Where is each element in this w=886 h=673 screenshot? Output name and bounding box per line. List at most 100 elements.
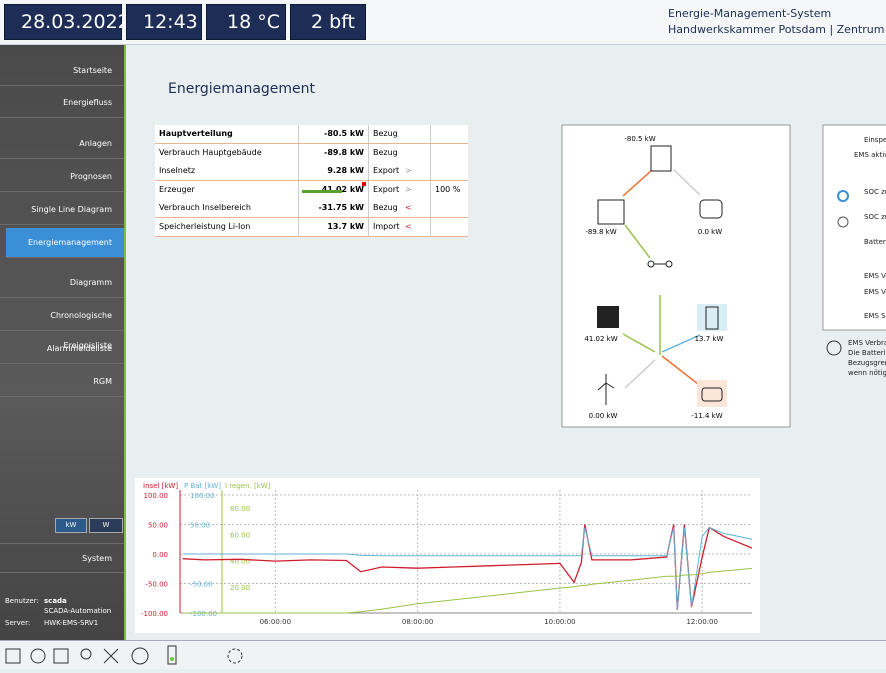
nav-item[interactable]: Alarmmeldeliste [0,334,124,364]
system-button[interactable]: System [0,543,124,573]
user-group: SCADA-Automation [44,607,112,615]
back-icon[interactable] [131,647,149,665]
info-text: EMS Verbra [848,339,886,347]
cell-border [368,199,369,217]
nav-item[interactable]: Startseite [0,56,124,86]
toolbar-icons [5,645,243,665]
switch-icon [665,260,673,268]
table-cell: 100 % [435,184,461,194]
producer-bar [302,190,342,193]
cell-border [430,125,431,143]
axis-label: P Bat [kW] [184,482,221,490]
time: 12:43 [126,4,202,40]
x-tick-label: 08:00:00 [402,618,433,626]
page-title: Energiemanagement [168,81,316,97]
axis-label: I regen. [kW] [225,482,271,490]
toolbar [0,640,886,669]
cell-border [298,180,299,199]
y3-tick-label: 80.00 [230,505,250,513]
server: HWK-EMS-SRV1 [44,619,99,627]
icon[interactable] [30,648,46,664]
table-cell: Import [373,221,400,231]
icon[interactable] [167,645,177,665]
icon [170,657,174,661]
table-cell: < [405,221,412,231]
y2-tick-label: 50.00 [190,522,210,530]
flow-label: -89.8 kW [585,228,616,236]
cell-border [298,217,299,236]
y2-tick-label: -100.00 [190,610,217,618]
nav-item[interactable]: Energiefluss [0,88,124,118]
flow-box [561,124,791,428]
table-cell: -31.75 kW [318,203,364,212]
cell-border [368,143,369,162]
flow-arrow [622,169,653,197]
pv-icon [597,306,619,328]
info-text: Die Batterie [848,349,886,357]
icon[interactable] [5,648,21,664]
building-icon [597,199,625,225]
table-cell: 41.02 kW [321,184,364,194]
series-line [182,567,753,614]
unit-button[interactable]: kW [55,518,87,533]
info-icon [826,340,842,356]
y2-tick-label: 100.00 [190,492,215,500]
nav-item[interactable]: RGM [0,367,124,397]
cell-border [368,217,369,236]
panel-item: EMS Ve [864,288,886,296]
system-subtitle: Handwerkskammer Potsdam | Zentrum f. Gew [668,23,886,36]
table-cell: > [405,184,412,194]
table-cell: Export [373,184,400,194]
nav-item[interactable]: Prognosen [0,162,124,192]
nav-item[interactable]: Single Line Diagram [0,195,124,225]
table-cell: -89.8 kW [324,147,364,157]
series-line [182,526,753,611]
icon[interactable] [53,648,69,664]
ev2-icon [701,387,723,402]
user-label: Benutzer: [5,597,39,605]
y2-tick-label: -50.00 [190,581,213,589]
table-cell: 9.28 kW [327,166,364,175]
table-cell: Speicherleistung Li-Ion [159,221,251,231]
table-cell: Erzeuger [159,184,195,194]
icon[interactable] [80,648,92,660]
server-label: Server: [5,619,31,627]
y-tick-label: -50.00 [145,581,168,589]
nav-item[interactable]: Diagramm [0,268,124,298]
flow-label: -80.5 kW [624,135,655,143]
flow-label: 0.0 kW [698,228,722,236]
user: scada [44,597,67,605]
flow-arrow [661,355,699,385]
table-cell: Verbrauch Hauptgebäude [159,147,262,157]
cell-border [430,217,431,236]
flow-label: 41.02 kW [584,335,617,343]
table-cell: Bezug [373,147,398,157]
nav-item[interactable]: Anlagen [0,129,124,159]
nav-item[interactable]: Energiemanagement [6,228,124,258]
cell-border [368,162,369,180]
y3-tick-label: 60.00 [230,531,250,539]
info-text: Bezugsgren [848,359,886,367]
table-cell: Verbrauch Inselbereich [159,203,251,212]
nav-item[interactable]: Chronologische Ereignisliste [0,301,124,350]
alarm-dot [362,182,366,186]
flow-label: -11.4 kW [691,412,722,420]
panel-item: SOC zu [864,188,886,196]
battery-icon [705,306,719,330]
cell-border [368,180,369,199]
table-row: Speicherleistung Li-Ion 13.7 kW Import < [155,217,468,237]
icon[interactable] [103,648,119,664]
table-cell: -80.5 kW [324,129,364,138]
cell-border [298,125,299,143]
table-cell: > [405,166,412,175]
table-cell: Bezug [373,203,398,212]
y-tick-label: 100.00 [144,492,169,500]
settings-icon[interactable] [227,648,243,664]
unit-button[interactable]: W [89,518,123,533]
divider [124,45,126,640]
ev-icon [699,199,723,219]
panel-item: EMS aktiv - [854,151,886,159]
flow-arrow [622,333,656,353]
flow-arrow [673,169,701,196]
